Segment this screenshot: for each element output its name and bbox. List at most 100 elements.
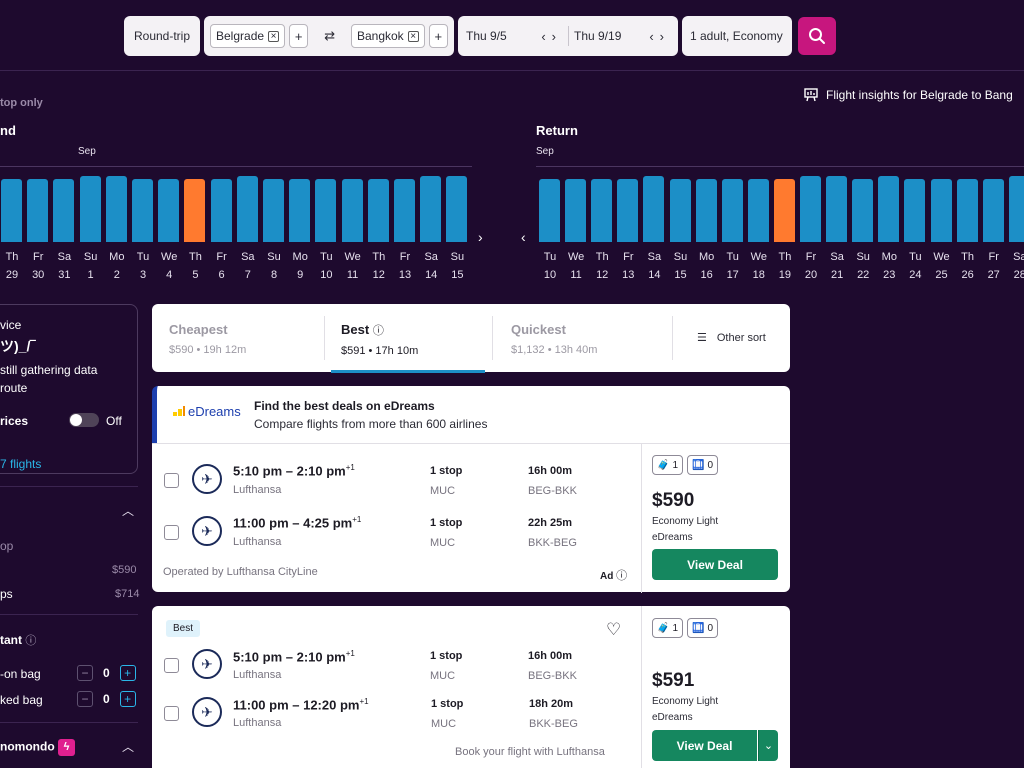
passengers-field[interactable]: 1 adult, Economy [682,16,792,56]
return-price-bar[interactable] [852,179,874,242]
outbound-price-bar[interactable] [236,176,258,242]
outbound-price-bar[interactable] [105,176,127,242]
view-deal-button[interactable]: View Deal [652,730,757,761]
return-day-of-week[interactable]: We [933,251,950,263]
return-date-field[interactable]: Thu 9/19 ‹› [574,29,670,44]
outbound-day-of-week[interactable]: Sa [241,251,255,263]
return-day-of-week[interactable]: Mo [881,251,897,263]
outbound-day-number[interactable]: 7 [244,269,251,281]
outbound-day-of-week[interactable]: Fr [32,251,44,263]
return-price-bar[interactable] [982,179,1004,242]
return-day-of-week[interactable]: Mo [698,251,715,263]
flight-insights-link[interactable]: Flight insights for Belgrade to Bang [804,88,1013,102]
return-day-number[interactable]: 27 [987,269,1000,281]
remove-destination-icon[interactable]: × [407,30,419,42]
return-day-of-week[interactable]: Fr [805,251,817,263]
return-day-number[interactable]: 22 [857,269,870,281]
outbound-day-of-week[interactable]: Th [188,251,202,263]
outbound-day-number[interactable]: 6 [218,269,225,281]
outbound-day-number[interactable]: 13 [398,269,412,281]
outbound-day-number[interactable]: 3 [139,269,147,281]
return-day-number[interactable]: 19 [778,269,792,281]
return-day-of-week[interactable]: Sa [1013,251,1024,263]
trip-type-select[interactable]: Round-trip [124,16,200,56]
return-price-bar[interactable] [826,176,848,242]
return-day-number[interactable]: 16 [700,269,713,281]
outbound-price-bar[interactable] [79,176,101,242]
return-price-bar[interactable] [721,179,743,242]
return-day-of-week[interactable]: Fr [988,251,999,263]
return-price-bar[interactable] [956,179,978,242]
return-price-bar[interactable] [539,179,560,242]
search-button[interactable] [798,17,836,55]
leg-checkbox[interactable] [164,473,179,488]
remove-origin-icon[interactable]: × [268,30,280,42]
outbound-price-bar[interactable] [158,179,180,242]
return-day-number[interactable]: 25 [935,269,948,281]
return-price-bar[interactable] [878,176,900,242]
tab-quickest[interactable]: Quickest $1,132 • 13h 40m [494,304,672,372]
outbound-day-of-week[interactable]: Su [267,251,281,263]
outbound-price-bar[interactable] [210,179,232,242]
tab-cheapest[interactable]: Cheapest $590 • 19h 12m [152,304,324,372]
chevron-up-icon[interactable]: ︿ [122,740,135,754]
return-day-of-week[interactable]: Su [673,251,688,263]
return-day-number[interactable]: 18 [752,269,765,281]
outbound-day-number[interactable]: 10 [320,269,333,281]
return-day-number[interactable]: 17 [726,269,739,281]
chevron-up-icon[interactable]: ︿ [122,504,135,518]
outbound-day-number[interactable]: 14 [425,269,438,281]
return-price-bar[interactable] [904,179,926,242]
return-day-number[interactable]: 11 [570,269,582,281]
return-day-number[interactable]: 24 [909,269,922,281]
return-price-bar[interactable] [617,179,639,242]
stops-option-multi[interactable]: ps [0,587,13,601]
outbound-price-bar[interactable] [446,176,468,242]
stops-option-nonstop[interactable]: op [0,539,14,553]
return-day-of-week[interactable]: We [567,251,585,263]
outbound-day-of-week[interactable]: Sa [57,251,72,263]
outbound-price-bar[interactable] [53,179,75,242]
return-day-of-week[interactable]: We [750,251,767,263]
outbound-day-of-week[interactable]: Su [450,251,465,263]
outbound-day-of-week[interactable]: Fr [216,251,227,263]
return-day-number[interactable]: 14 [648,269,661,281]
outbound-day-number[interactable]: 11 [346,269,359,281]
outbound-price-bar[interactable] [367,179,389,242]
outbound-next-arrow-icon[interactable]: › [478,229,483,245]
return-day-number[interactable]: 10 [543,269,557,281]
outbound-price-bar[interactable] [420,176,442,242]
return-price-bar[interactable] [591,179,613,242]
outbound-day-number[interactable]: 15 [451,269,464,281]
ad-marker[interactable]: Ad ⓘ [600,567,627,583]
return-price-bar[interactable] [800,176,821,242]
outbound-day-number[interactable]: 4 [166,269,173,281]
heart-icon[interactable]: ♡ [606,620,622,639]
leg-checkbox[interactable] [164,525,179,540]
outbound-day-number[interactable]: 2 [113,269,120,281]
outbound-day-number[interactable]: 31 [58,269,71,281]
other-sort-button[interactable]: ☰ Other sort [697,331,766,345]
return-day-number[interactable]: 28 [1013,269,1024,281]
return-day-of-week[interactable]: Sa [830,251,844,263]
outbound-day-number[interactable]: 5 [192,269,199,281]
return-day-of-week[interactable]: Th [595,251,609,263]
return-day-of-week[interactable]: Th [778,251,792,263]
outbound-day-number[interactable]: 12 [372,269,385,281]
outbound-price-bar[interactable] [184,179,206,242]
outbound-day-of-week[interactable]: Sa [424,251,438,263]
info-icon[interactable]: ⓘ [372,325,384,337]
depart-date-arrows-icon[interactable]: ‹› [541,28,562,44]
return-price-bar[interactable] [669,179,691,242]
outbound-day-of-week[interactable]: Mo [109,251,125,263]
return-day-of-week[interactable]: Su [856,251,870,263]
return-day-of-week[interactable]: Fr [623,251,634,263]
outbound-day-number[interactable]: 9 [297,269,304,281]
return-day-number[interactable]: 12 [596,269,609,281]
return-day-number[interactable]: 23 [883,269,896,281]
return-day-of-week[interactable]: Tu [543,251,557,263]
outbound-day-of-week[interactable]: Mo [292,251,308,263]
outbound-day-number[interactable]: 8 [270,269,278,281]
return-prev-arrow-icon[interactable]: ‹ [521,229,526,245]
leg-checkbox[interactable] [164,658,179,673]
